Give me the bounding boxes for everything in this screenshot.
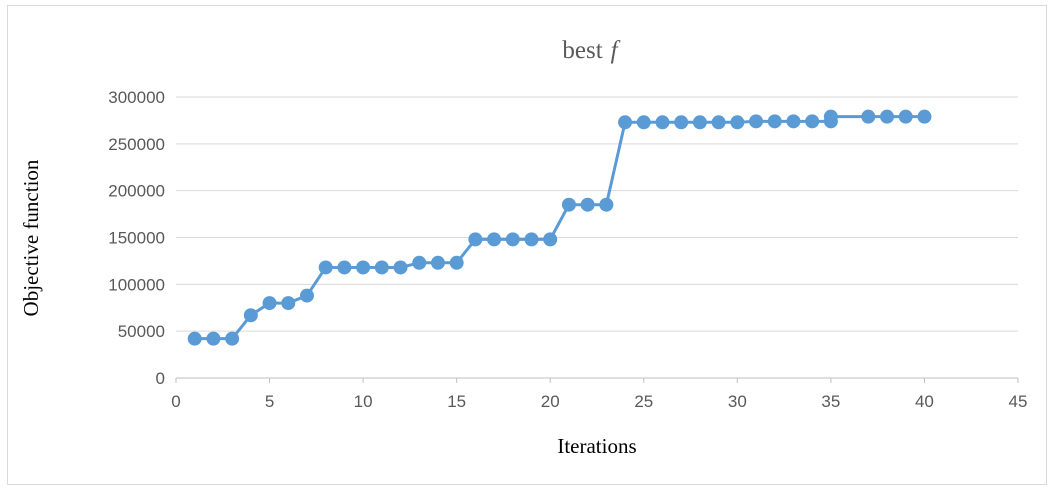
data-point bbox=[430, 255, 445, 270]
data-point bbox=[917, 109, 932, 124]
data-point bbox=[337, 260, 352, 275]
data-point bbox=[243, 308, 258, 323]
y-tick-labels: 0 50000 100000 150000 200000 250000 300000 bbox=[108, 88, 165, 388]
x-tick-label: 30 bbox=[728, 392, 747, 411]
data-point bbox=[599, 197, 614, 212]
x-tick-labels: 0 5 10 15 20 25 30 35 40 45 bbox=[171, 392, 1027, 411]
y-tick-label: 300000 bbox=[108, 88, 165, 107]
chart-title: best f bbox=[562, 37, 620, 64]
data-point bbox=[749, 114, 764, 129]
x-tick-label: 40 bbox=[915, 392, 934, 411]
data-point bbox=[505, 232, 520, 247]
y-tick-label: 0 bbox=[156, 369, 165, 388]
data-point bbox=[225, 331, 240, 346]
y-tick-label: 250000 bbox=[108, 135, 165, 154]
y-tick-label: 150000 bbox=[108, 229, 165, 248]
data-point bbox=[880, 109, 895, 124]
data-point bbox=[412, 255, 427, 270]
data-point bbox=[861, 109, 876, 124]
data-point bbox=[524, 232, 539, 247]
data-point bbox=[318, 260, 333, 275]
x-tick-label: 10 bbox=[354, 392, 373, 411]
x-tick-label: 15 bbox=[447, 392, 466, 411]
grid-lines bbox=[176, 96, 1018, 332]
data-point bbox=[468, 232, 483, 247]
y-tick-label: 200000 bbox=[108, 182, 165, 201]
data-point bbox=[393, 260, 408, 275]
x-tick-label: 5 bbox=[265, 392, 274, 411]
data-point bbox=[374, 260, 389, 275]
data-point bbox=[823, 109, 838, 124]
data-point bbox=[805, 114, 820, 129]
data-point bbox=[898, 109, 913, 124]
x-tick-label: 20 bbox=[541, 392, 560, 411]
data-point bbox=[730, 115, 745, 130]
series bbox=[187, 109, 932, 346]
chart-title-main: best bbox=[562, 37, 602, 64]
data-point bbox=[636, 115, 651, 130]
data-point bbox=[187, 331, 202, 346]
data-point bbox=[487, 232, 502, 247]
y-axis-label: Objective function bbox=[19, 159, 43, 316]
data-point bbox=[543, 232, 558, 247]
y-tick-label: 100000 bbox=[108, 275, 165, 294]
axes bbox=[175, 377, 1019, 383]
x-tick-label: 45 bbox=[1009, 392, 1028, 411]
data-point bbox=[767, 114, 782, 129]
data-point bbox=[618, 115, 633, 130]
data-point bbox=[692, 115, 707, 130]
chart-title-italic: f bbox=[611, 37, 621, 64]
data-point bbox=[786, 114, 801, 129]
x-tick-label: 35 bbox=[821, 392, 840, 411]
data-point bbox=[449, 255, 464, 270]
chart-frame bbox=[7, 5, 1047, 485]
data-point bbox=[206, 331, 221, 346]
data-point bbox=[281, 296, 296, 311]
data-point bbox=[299, 288, 314, 303]
data-point bbox=[356, 260, 371, 275]
x-axis-label: Iterations bbox=[557, 434, 636, 458]
data-point bbox=[674, 115, 689, 130]
y-tick-label: 50000 bbox=[118, 322, 165, 341]
data-point bbox=[262, 296, 277, 311]
data-point bbox=[561, 197, 576, 212]
data-point bbox=[711, 115, 726, 130]
x-tick-label: 0 bbox=[171, 392, 180, 411]
series-line bbox=[194, 115, 925, 341]
data-point bbox=[655, 115, 670, 130]
x-tick-label: 25 bbox=[634, 392, 653, 411]
data-point bbox=[580, 197, 595, 212]
